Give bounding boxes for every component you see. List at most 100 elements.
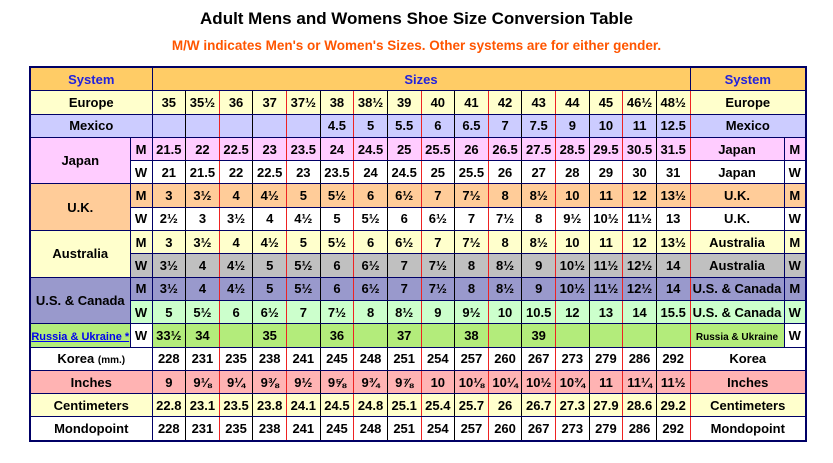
size-cell: 24.5: [386, 160, 422, 185]
size-cell-text: 31.5: [660, 141, 686, 157]
row-korea: Korea (mm.) 228 231 235 238 241 245 248 251 254 25…: [29, 346, 807, 371]
size-cell-text: 24.1: [290, 397, 316, 413]
size-cell-text: 7.5: [529, 118, 548, 134]
size-cell-text: 6.5: [462, 118, 481, 134]
size-cell-text: 12: [632, 234, 647, 250]
size-cell: 6: [319, 276, 355, 301]
size-cell: 11: [588, 369, 624, 395]
size-cell: 25.7: [454, 393, 489, 418]
size-cell-text: 14: [632, 304, 647, 320]
size-cell-text: 38: [464, 327, 479, 343]
size-cell: 5½: [319, 230, 355, 255]
size-cell-text: 12.5: [660, 118, 686, 134]
size-cell-text: 11: [632, 118, 647, 134]
size-cell-text: 12: [565, 304, 580, 320]
row-mexico: Mexico 4.5 5 5.5 6 6.5 7 7.5 9 10 11 12.5 Mexico: [29, 113, 807, 138]
size-cell: 15.5: [655, 299, 691, 325]
size-cell: 12: [622, 230, 657, 255]
size-cell: 35: [151, 90, 187, 115]
size-cell: 9: [521, 276, 556, 301]
row-label-mexico: Mexico: [29, 113, 153, 138]
size-cell-text: 23.5: [223, 397, 249, 413]
size-cell-text: 14: [665, 281, 681, 297]
size-cell-text: 24.5: [391, 164, 417, 180]
row-label-right-australia-m-text: Australia: [709, 234, 765, 250]
size-cell: 11: [622, 113, 657, 138]
size-cell: 13½: [655, 183, 691, 208]
size-cell: 42: [487, 90, 523, 115]
row-label-mexico-text: Mexico: [69, 118, 114, 134]
size-cell-text: 13: [598, 304, 614, 320]
size-cell: 38½: [353, 90, 388, 115]
size-cell-text: 10: [565, 234, 580, 250]
size-cell-text: 235: [225, 421, 247, 437]
mw-cell-right-japan-m: M: [783, 136, 807, 162]
mw-cell-left-uk-w: W: [129, 206, 153, 232]
mw-cell-left-uk-m: M: [129, 183, 153, 208]
row-label-right-korea: Korea: [689, 346, 807, 371]
size-cell-text: 238: [258, 421, 281, 437]
size-cell: 7: [386, 253, 422, 278]
size-cell-text: 25.7: [458, 397, 485, 413]
size-cell-text: 11½: [593, 281, 619, 297]
size-cell: 23: [252, 136, 287, 162]
size-cell: 4: [185, 253, 220, 278]
size-cell-text: 11: [599, 374, 613, 390]
size-cell-text: 3½: [227, 211, 246, 227]
size-cell: 13: [655, 206, 691, 232]
size-cell-text: 8: [467, 281, 476, 297]
size-cell-text: 23.5: [290, 141, 316, 157]
size-cell: 3: [151, 230, 187, 255]
size-cell-text: 4½: [227, 281, 246, 297]
size-cell: 5½: [286, 253, 321, 278]
size-cell: 3½: [185, 183, 220, 208]
size-cell-text: 45: [598, 94, 614, 110]
size-cell-text: 273: [561, 421, 584, 437]
size-cell: 5: [286, 230, 321, 255]
size-cell-text: 7½: [327, 304, 346, 320]
size-cell-text: 6: [333, 258, 341, 274]
russia-ukraine-link[interactable]: Russia & Ukraine *: [31, 330, 130, 343]
size-cell: 33½: [151, 323, 187, 348]
size-cell: 8: [487, 183, 523, 208]
size-cell: 6½: [353, 276, 388, 301]
size-cell: 10: [588, 113, 624, 138]
row-label-right-uk-w-text: U.K.: [724, 211, 750, 227]
size-cell: 292: [655, 416, 691, 442]
size-cell: 10: [487, 299, 523, 325]
size-cell: 286: [622, 346, 657, 371]
size-cell: 11½: [622, 206, 657, 232]
size-cell: 248: [353, 416, 388, 442]
mw-cell-right-uk-w-text: W: [788, 211, 801, 227]
size-cell-text: 3½: [193, 188, 212, 204]
size-cell: [555, 323, 590, 348]
mw-cell-right-japan-m-text: M: [789, 141, 801, 157]
size-cell-text: 11: [599, 234, 613, 250]
size-cell: 31.5: [655, 136, 691, 162]
size-cell-text: 9⅞: [395, 374, 414, 390]
size-cell-text: 4: [198, 281, 207, 297]
size-cell-text: 6½: [361, 281, 380, 297]
size-cell-text: 5: [333, 211, 341, 227]
size-cell: 27.5: [521, 136, 556, 162]
size-cell: 6½: [252, 299, 287, 325]
size-cell: 7: [386, 276, 422, 301]
row-label-right-korea-text: Korea: [729, 351, 767, 367]
size-cell: 10: [555, 183, 590, 208]
size-cell-text: 33½: [156, 327, 182, 343]
row-label-right-australia-w: Australia: [689, 253, 785, 278]
size-cell-text: 251: [393, 351, 416, 367]
size-cell: 228: [151, 346, 187, 371]
conversion-table: System Sizes System Europe 35 35½ 36 37 37½ 38 38½…: [29, 66, 807, 442]
size-cell: 5½: [319, 183, 355, 208]
size-cell-text: 228: [157, 421, 180, 437]
size-cell: 5: [151, 299, 187, 325]
size-cell: 11½: [588, 253, 624, 278]
size-cell: 7½: [420, 276, 456, 301]
size-cell: [588, 323, 624, 348]
size-cell: 26: [487, 160, 523, 185]
size-cell: 9⅝: [319, 369, 355, 395]
size-cell-text: 5.5: [395, 118, 414, 134]
size-cell: 6: [353, 230, 388, 255]
mw-cell-right-uk-m: M: [783, 183, 807, 208]
